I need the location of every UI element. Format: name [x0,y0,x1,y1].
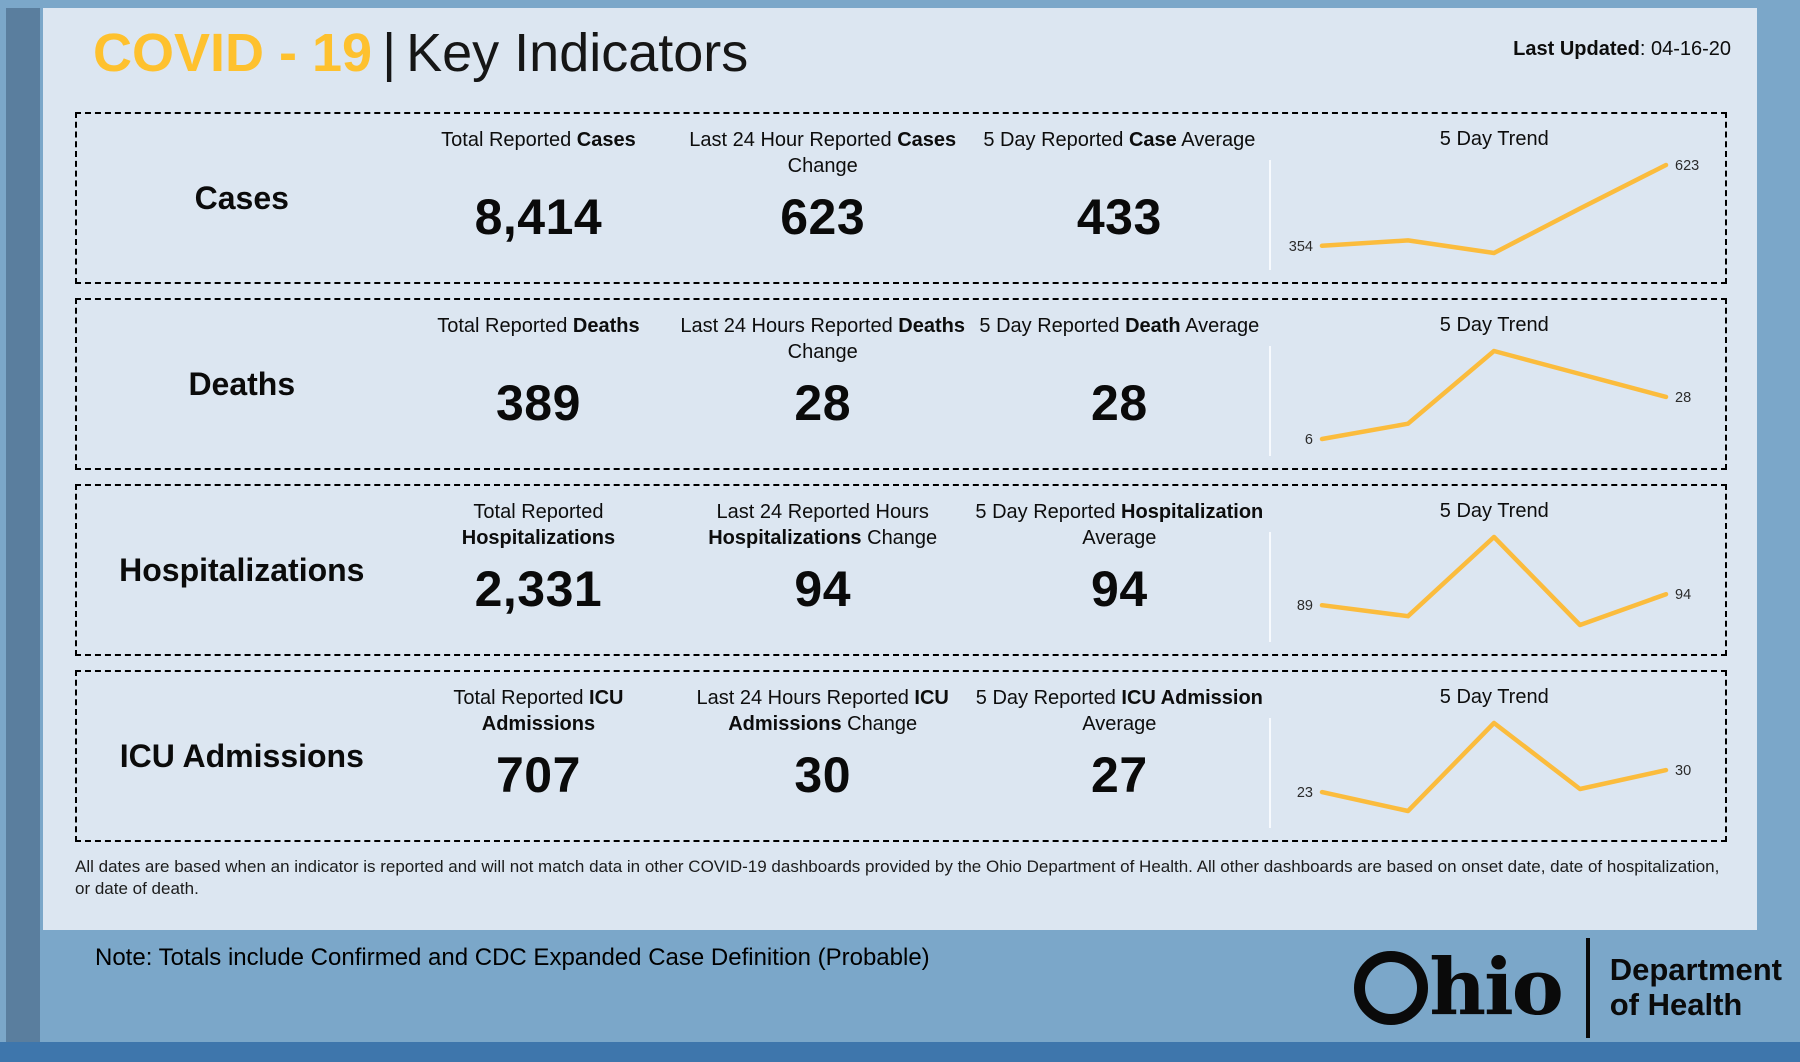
metric-cell: Total Reported Deaths 389 [407,300,671,468]
row-label-icu-admissions: ICU Admissions [119,737,364,774]
row-label-cases: Cases [194,179,289,216]
trend-sparkline-icu-admissions: 23 30 [1297,720,1691,814]
trend-start-value: 354 [1289,239,1313,255]
trend-sparkline-deaths: 6 28 [1305,348,1691,448]
bottom-accent-bar [0,1042,1800,1062]
footnote: All dates are based when an indicator is… [75,857,1720,899]
metric-header: Last 24 Hour Reported Cases Change [689,129,957,177]
trend-divider [1268,160,1271,270]
metric-value: 2,331 [474,561,603,617]
trend-start-value: 89 [1297,598,1313,614]
metric-header: Last 24 Hours Reported Deaths Change [680,315,965,363]
trend-divider [1268,532,1271,642]
row-label-hospitalizations: Hospitalizations [119,551,365,588]
metric-value: 94 [794,561,852,617]
metric-value: 94 [1091,561,1148,617]
trend-divider [1268,346,1271,456]
metric-cell: Last 24 Hours Reported Deaths Change 28 [670,300,975,468]
trend-start-value: 6 [1305,432,1313,448]
metric-value: 27 [1091,747,1148,803]
last-updated-value: : 04-16-20 [1639,38,1731,60]
trend-end-value: 30 [1675,763,1691,779]
indicator-row-icu-admissions: ICU Admissions Total Reported ICU Admissi… [75,670,1727,842]
metric-value: 30 [794,747,852,803]
header-row: COVID - 19 | Key Indicators Last Updated: … [43,8,1757,100]
last-updated-label: Last Updated [1513,38,1640,60]
last-updated: Last Updated: 04-16-20 [1513,38,1731,61]
metric-header: 5 Day Reported Death Average [979,315,1260,337]
trend-line [1320,720,1669,814]
department-name: Department of Health [1610,953,1782,1022]
metric-cell: 5 Day Reported Death Average 28 [975,300,1263,468]
department-line2: of Health [1609,987,1743,1022]
trend-title: 5 Day Trend [1439,128,1549,150]
trend-column: 5 Day Trend 6 28 [1264,300,1725,468]
trend-end-value: 28 [1675,390,1691,406]
trend-line [1320,162,1669,256]
metric-header: Last 24 Reported Hours Hospitalizations … [708,501,938,549]
trend-title: 5 Day Trend [1439,314,1549,336]
metric-cell: 5 Day Reported Case Average 433 [975,114,1263,282]
trend-column: 5 Day Trend 23 30 [1264,672,1725,840]
title-accent: COVID - 19 [93,23,373,83]
metric-header: Total Reported Hospitalizations [461,501,616,549]
metric-value: 389 [495,375,581,431]
trend-sparkline-hospitalizations: 89 94 [1297,534,1691,628]
trend-start-value: 23 [1297,785,1313,801]
page-title: COVID - 19 | Key Indicators [93,23,749,83]
title-text: Key Indicators [406,23,749,83]
metric-cell: Total Reported Hospitalizations 2,331 [407,486,671,654]
row-label-deaths: Deaths [188,365,296,402]
indicator-row-hospitalizations: Hospitalizations Total Reported Hospitali… [75,484,1727,656]
ohio-wordmark: hio [1354,941,1564,1033]
ohio-o-ring-icon [1354,951,1429,1025]
metric-value: 28 [794,375,852,431]
ohio-doh-logo: hio Department of Health [1354,938,1782,1038]
trend-title: 5 Day Trend [1439,500,1549,522]
metric-cell: Total Reported Cases 8,414 [407,114,671,282]
dashboard-panel: COVID - 19 | Key Indicators Last Updated: … [43,8,1757,930]
trend-line [1320,534,1669,628]
metric-cell: Last 24 Hours Reported ICU Admissions Ch… [670,672,975,840]
indicator-row-cases: Cases Total Reported Cases 8,414 Last 24 Ho… [75,112,1727,284]
trend-column: 5 Day Trend 354 623 [1264,114,1725,282]
metric-header: Last 24 Hours Reported ICU Admissions Ch… [696,687,949,735]
logo-divider [1585,938,1590,1038]
trend-end-value: 623 [1675,158,1699,174]
indicator-rows: Cases Total Reported Cases 8,414 Last 24 Ho… [75,112,1727,842]
trend-sparkline-cases: 354 623 [1289,158,1699,256]
metric-cell: Total Reported ICU Admissions 707 [407,672,671,840]
metric-cell: 5 Day Reported Hospitalization Average 94 [975,486,1263,654]
metric-value: 707 [495,747,581,803]
left-accent-bar [6,8,40,1042]
metric-header: 5 Day Reported ICU Admission Average [975,687,1263,735]
bottom-note: Note: Totals include Confirmed and CDC E… [95,944,930,971]
metric-cell: Last 24 Reported Hours Hospitalizations … [670,486,975,654]
metric-value: 433 [1076,189,1162,245]
trend-divider [1268,718,1271,828]
metric-header: 5 Day Reported Case Average [983,129,1256,151]
trend-line [1320,348,1669,442]
trend-end-value: 94 [1675,587,1691,603]
metric-value: 28 [1091,375,1148,431]
metric-header: Total Reported Deaths [437,315,640,337]
metric-value: 8,414 [474,189,603,245]
metric-header: Total Reported ICU Admissions [453,687,624,735]
indicator-row-deaths: Deaths Total Reported Deaths 389 Last 24 Ho… [75,298,1727,470]
metric-header: 5 Day Reported Hospitalization Average [975,501,1264,549]
metric-cell: 5 Day Reported ICU Admission Average 27 [975,672,1263,840]
trend-column: 5 Day Trend 89 94 [1264,486,1725,654]
ohio-wordmark-text: hio [1429,941,1563,1033]
metric-value: 623 [780,189,866,245]
department-line1: Department [1609,952,1782,988]
metric-cell: Last 24 Hour Reported Cases Change 623 [670,114,975,282]
metric-header: Total Reported Cases [441,129,636,151]
trend-title: 5 Day Trend [1439,686,1549,708]
title-separator: | [382,23,397,83]
